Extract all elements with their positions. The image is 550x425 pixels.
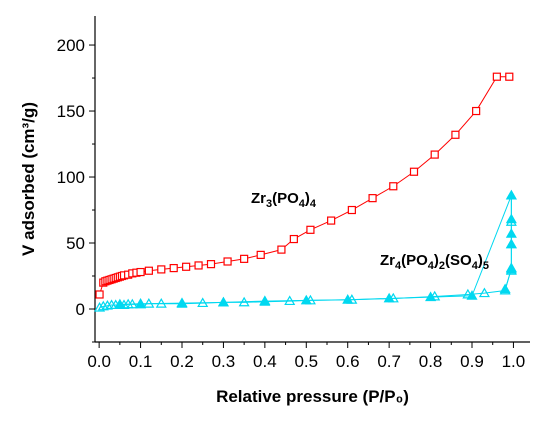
data-point [430, 150, 439, 159]
series-line [119, 195, 512, 305]
ticks: 0.0 0.1 0.2 0.3 0.4 0.5 0.6 0.7 0.8 0.9 1.0 0 50 100 1… [57, 36, 526, 371]
data-point [95, 290, 104, 299]
data-point [135, 298, 147, 308]
data-point [256, 250, 265, 259]
data-point [300, 294, 312, 305]
data-point [409, 167, 419, 176]
data-point [466, 290, 478, 300]
data-point [306, 225, 315, 234]
data-point [136, 267, 145, 277]
x-tick-label: 0.3 [212, 352, 236, 371]
x-tick-label: 0.1 [129, 352, 153, 371]
data-point [492, 72, 501, 81]
data-point [505, 263, 517, 274]
data-point [478, 287, 490, 298]
data-point [383, 292, 395, 303]
data-point [368, 194, 377, 203]
data-point [182, 262, 191, 271]
data-point [389, 182, 398, 191]
series-label-zr3: Zr3(PO4)4 [251, 190, 317, 210]
data-point [206, 260, 216, 269]
y-tick-label: 100 [57, 168, 85, 187]
data-point [114, 298, 126, 309]
data-point [505, 213, 517, 224]
data-point [97, 300, 109, 311]
x-tick-label: 0.6 [336, 352, 360, 371]
data-point [347, 205, 356, 215]
y-axis-title: V adsorbed (cm³/g) [19, 102, 38, 256]
data-point [240, 254, 249, 263]
data-point [101, 299, 113, 310]
data-point [217, 296, 229, 307]
data-point [505, 228, 517, 238]
axes [94, 16, 530, 343]
data-point [223, 257, 232, 266]
x-tick-label: 0.8 [419, 352, 443, 371]
data-point [194, 261, 203, 270]
data-point [176, 297, 188, 308]
x-tick-label: 0.5 [294, 352, 318, 371]
x-tick-label: 1.0 [502, 352, 526, 371]
data-point [505, 72, 514, 81]
series-0 [95, 72, 514, 299]
data-point [144, 266, 153, 275]
data-point [505, 238, 517, 249]
x-axis-title: Relative pressure (P/P₀) [216, 387, 409, 406]
x-tick-label: 0.4 [253, 352, 277, 371]
y-tick-label: 200 [57, 36, 85, 55]
series-labels: Zr3(PO4)4 Zr4(PO4)2(SO4)5 [251, 190, 489, 272]
x-tick-label: 0.9 [460, 352, 484, 371]
data-point [157, 265, 166, 274]
data-point [277, 245, 286, 254]
x-tick-label: 0.0 [87, 352, 111, 371]
series-2 [114, 189, 517, 309]
x-tick-label: 0.7 [377, 352, 401, 371]
data-point [451, 130, 460, 139]
data-point [94, 301, 106, 312]
data-point [499, 283, 511, 294]
data-point [505, 189, 517, 200]
data-point [169, 263, 178, 273]
series-label-zr4: Zr4(PO4)2(SO4)5 [380, 252, 489, 272]
x-tick-label: 0.2 [170, 352, 194, 371]
y-tick-label: 150 [57, 102, 85, 121]
series-layer [94, 72, 517, 312]
data-point [472, 106, 481, 116]
y-tick-label: 0 [76, 300, 85, 319]
y-tick-label: 50 [66, 234, 85, 253]
data-point [425, 291, 437, 302]
data-point [259, 295, 271, 306]
data-point [327, 216, 336, 225]
data-point [289, 234, 298, 244]
data-point [342, 294, 354, 304]
